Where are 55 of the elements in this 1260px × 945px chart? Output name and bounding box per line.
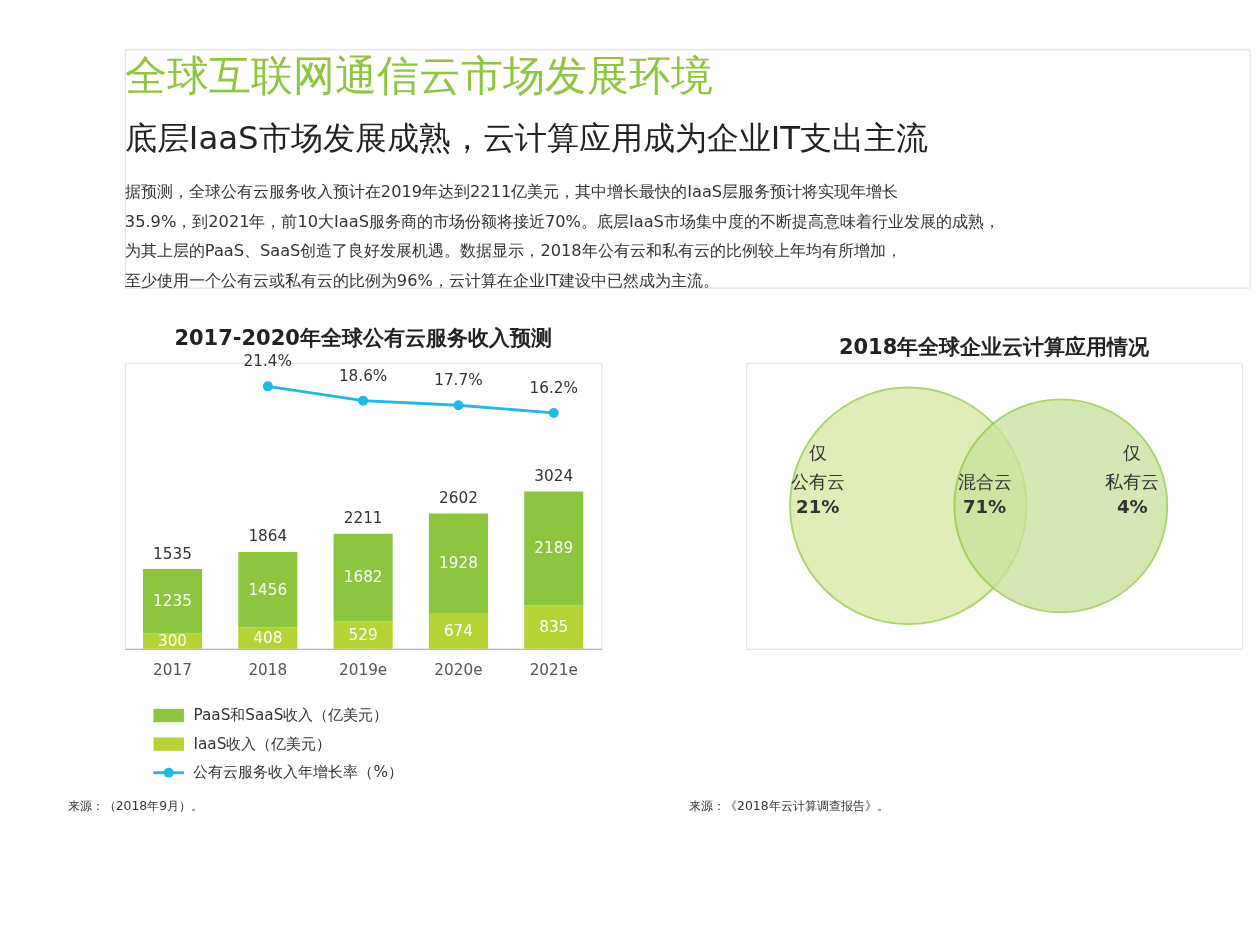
x-tick-label: 2019e <box>339 661 388 680</box>
data-label: 674 <box>443 622 473 641</box>
legend-label: 公有云服务收入年增长率（%） <box>193 763 403 782</box>
chart-title: 2017-2020年全球公有云服务收入预测 <box>174 326 552 351</box>
point <box>262 381 273 392</box>
total-label: 3024 <box>534 467 574 486</box>
point <box>453 400 464 411</box>
text: 至少使用一个公有云或私有云的比例为96%，云计算在企业IT建设中已然成为主流。 <box>124 270 720 290</box>
source-note: 来源：（2018年9月）。 <box>67 797 204 813</box>
data-label: 18.6% <box>338 366 388 385</box>
text: 21% <box>796 496 840 518</box>
bar <box>524 491 584 606</box>
data-label: 1235 <box>153 591 192 610</box>
x-tick-label: 2018 <box>248 661 288 680</box>
data-label: 408 <box>253 628 283 647</box>
point <box>358 395 369 406</box>
bar <box>142 569 203 634</box>
point <box>548 407 559 418</box>
text: 据预测，全球公有云服务收入预计在2019年达到2211亿美元，其中增长最快的IaaS层服务预计将实现年增长 <box>124 182 899 202</box>
legend-label: IaaS收入（亿美元） <box>193 734 332 753</box>
data-label: 529 <box>348 625 378 644</box>
text: 4% <box>1116 496 1148 518</box>
data-label: 2189 <box>534 539 574 558</box>
data-label: 1456 <box>248 580 288 599</box>
total-label: 2602 <box>439 489 478 508</box>
category-label: 仅公有云 <box>790 442 845 492</box>
data-label: 17.7% <box>434 371 483 390</box>
legend-label: PaaS和SaaS收入（亿美元） <box>193 706 389 725</box>
text: 2018年全球企业云计算应用情况 <box>838 335 1151 360</box>
text: 35.9%，到2021年，前10大IaaS服务商的市场份额将接近70%。底层IaaS市场集中度的不断提高意味着行业发展的成熟， <box>124 211 1000 231</box>
bar <box>333 621 393 649</box>
total-label: 1535 <box>153 544 192 563</box>
category-label: 仅私有云 <box>1105 442 1160 492</box>
bar <box>333 533 393 622</box>
bar <box>524 605 584 649</box>
text: 为其上层的PaaS、SaaS创造了良好发展机遇。数据显示，2018年公有云和私有云的比例较上年均有所增加， <box>124 241 902 261</box>
data-label: 1928 <box>439 554 478 573</box>
total-label: 2211 <box>343 509 383 528</box>
total-label: 1864 <box>248 527 288 546</box>
x-tick-label: 2017 <box>153 661 192 680</box>
data-label: 1682 <box>343 568 383 587</box>
source-note: 来源：《2018年云计算调查报告》。 <box>689 797 889 813</box>
data-label: 835 <box>539 617 569 636</box>
x-tick-label: 2021e <box>529 661 578 680</box>
data-label: 16.2% <box>529 378 578 397</box>
bar <box>238 551 298 628</box>
text: 全球互联网通信云市场发展环境 <box>124 51 713 101</box>
data-label: 300 <box>157 631 188 650</box>
x-tick-label: 2020e <box>434 661 483 680</box>
category-label: 混合云 <box>957 470 1012 492</box>
data-label: 21.4% <box>243 352 293 371</box>
text: 底层IaaS市场发展成熟，云计算应用成为企业IT支出主流 <box>124 119 929 158</box>
text: 71% <box>962 496 1007 518</box>
bar <box>428 513 488 614</box>
bar <box>428 613 488 649</box>
